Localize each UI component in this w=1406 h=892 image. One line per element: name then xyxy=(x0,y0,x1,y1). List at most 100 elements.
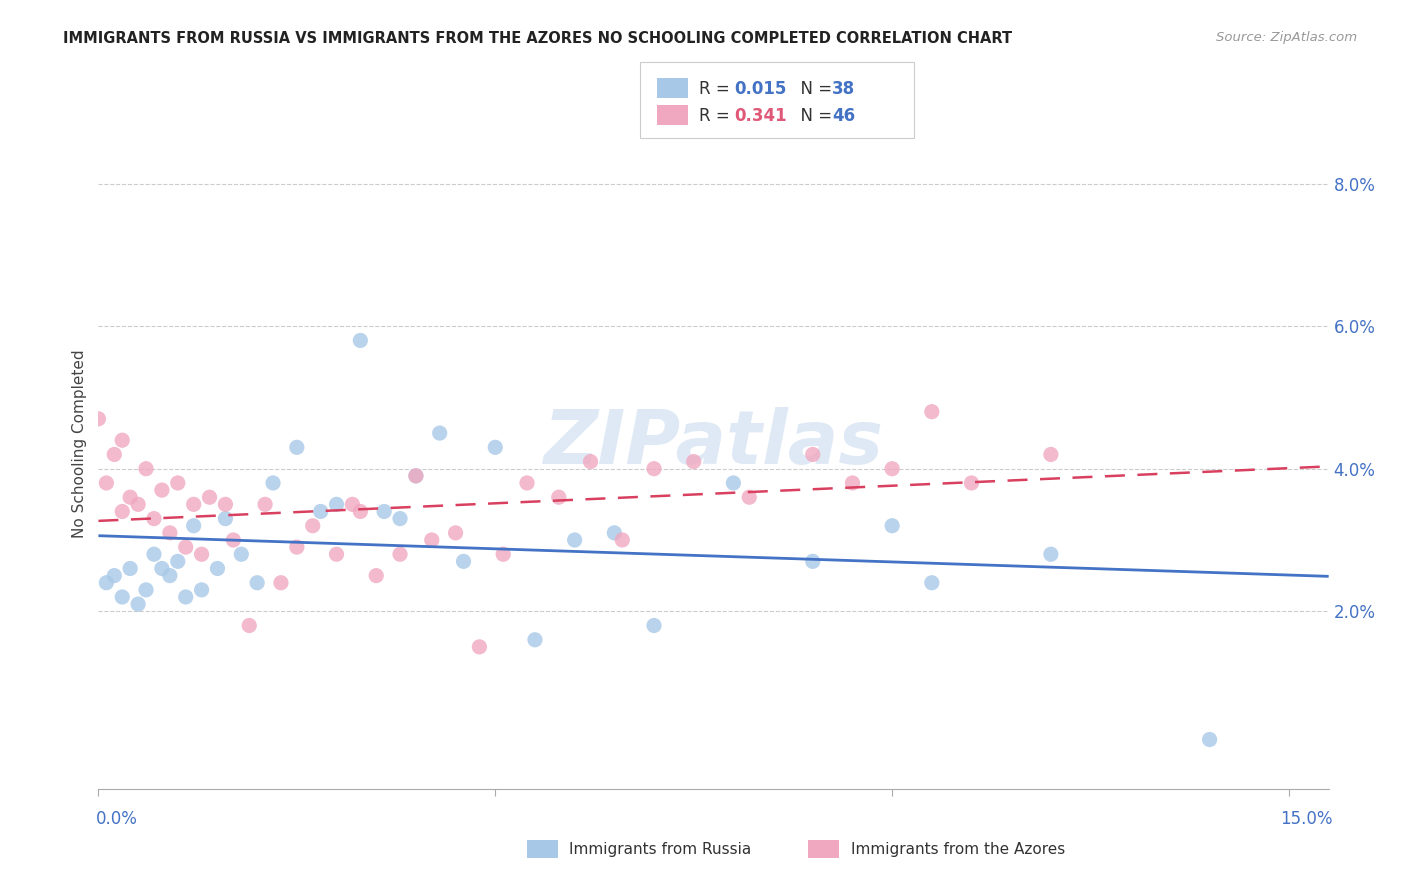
Text: 0.341: 0.341 xyxy=(734,107,786,125)
Point xyxy=(882,461,904,475)
Point xyxy=(516,475,538,490)
Text: R =: R = xyxy=(699,80,735,98)
Point xyxy=(523,632,546,647)
Text: 0.015: 0.015 xyxy=(734,80,786,98)
Point xyxy=(429,426,451,441)
Point xyxy=(325,547,347,561)
Point xyxy=(127,597,149,611)
Text: Source: ZipAtlas.com: Source: ZipAtlas.com xyxy=(1216,31,1357,45)
Point xyxy=(159,568,181,582)
Point xyxy=(103,568,125,582)
Point xyxy=(285,440,308,454)
Text: 0.0%: 0.0% xyxy=(96,810,138,828)
Text: 38: 38 xyxy=(832,80,855,98)
Point xyxy=(166,475,188,490)
Point xyxy=(111,504,134,518)
Point xyxy=(96,575,118,590)
Text: Immigrants from Russia: Immigrants from Russia xyxy=(569,842,752,856)
Text: 46: 46 xyxy=(832,107,855,125)
Point xyxy=(111,434,134,448)
Point xyxy=(801,554,824,568)
Point xyxy=(143,511,166,525)
Point xyxy=(468,640,491,654)
Point xyxy=(882,518,904,533)
Point xyxy=(389,547,412,561)
Point xyxy=(254,497,277,511)
Point xyxy=(301,518,323,533)
Text: 15.0%: 15.0% xyxy=(1281,810,1333,828)
Text: N =: N = xyxy=(790,80,838,98)
Point xyxy=(190,582,212,597)
Point xyxy=(222,533,245,547)
Point xyxy=(349,504,371,518)
Point xyxy=(579,454,602,468)
Point xyxy=(127,497,149,511)
Point xyxy=(405,468,427,483)
Point xyxy=(342,497,364,511)
Point xyxy=(135,582,157,597)
Point xyxy=(960,475,983,490)
Point xyxy=(87,412,110,426)
Point xyxy=(214,497,236,511)
Point xyxy=(262,475,284,490)
Point xyxy=(135,461,157,475)
Point xyxy=(214,511,236,525)
Point xyxy=(373,504,395,518)
Point xyxy=(603,525,626,540)
Point xyxy=(207,561,229,575)
Text: ZIPatlas: ZIPatlas xyxy=(544,408,883,480)
Point xyxy=(325,497,347,511)
Point xyxy=(643,618,665,632)
Point xyxy=(841,475,863,490)
Point xyxy=(349,334,371,348)
Point xyxy=(231,547,253,561)
Point xyxy=(547,490,569,504)
Y-axis label: No Schooling Completed: No Schooling Completed xyxy=(72,350,87,538)
Point xyxy=(120,490,142,504)
Point xyxy=(166,554,188,568)
Point xyxy=(366,568,388,582)
Point xyxy=(150,483,173,497)
Point xyxy=(309,504,332,518)
Point xyxy=(1198,732,1220,747)
Point xyxy=(285,540,308,554)
Point xyxy=(183,497,205,511)
Point xyxy=(174,590,197,604)
Point xyxy=(120,561,142,575)
Point xyxy=(420,533,443,547)
Text: N =: N = xyxy=(790,107,838,125)
Point xyxy=(643,461,665,475)
Point xyxy=(738,490,761,504)
Point xyxy=(190,547,212,561)
Point xyxy=(921,405,943,419)
Text: IMMIGRANTS FROM RUSSIA VS IMMIGRANTS FROM THE AZORES NO SCHOOLING COMPLETED CORR: IMMIGRANTS FROM RUSSIA VS IMMIGRANTS FRO… xyxy=(63,31,1012,46)
Point xyxy=(238,618,260,632)
Point xyxy=(270,575,292,590)
Point xyxy=(801,447,824,461)
Point xyxy=(682,454,704,468)
Point xyxy=(174,540,197,554)
Point xyxy=(453,554,475,568)
Point xyxy=(389,511,412,525)
Point xyxy=(564,533,586,547)
Point xyxy=(183,518,205,533)
Point xyxy=(246,575,269,590)
Point xyxy=(484,440,506,454)
Text: R =: R = xyxy=(699,107,735,125)
Point xyxy=(405,468,427,483)
Point xyxy=(111,590,134,604)
Point xyxy=(159,525,181,540)
Point xyxy=(1039,547,1062,561)
Point xyxy=(150,561,173,575)
Text: Immigrants from the Azores: Immigrants from the Azores xyxy=(851,842,1064,856)
Point xyxy=(96,475,118,490)
Point xyxy=(143,547,166,561)
Point xyxy=(921,575,943,590)
Point xyxy=(1039,447,1062,461)
Point xyxy=(723,475,745,490)
Point xyxy=(444,525,467,540)
Point xyxy=(612,533,634,547)
Point xyxy=(198,490,221,504)
Point xyxy=(103,447,125,461)
Point xyxy=(492,547,515,561)
